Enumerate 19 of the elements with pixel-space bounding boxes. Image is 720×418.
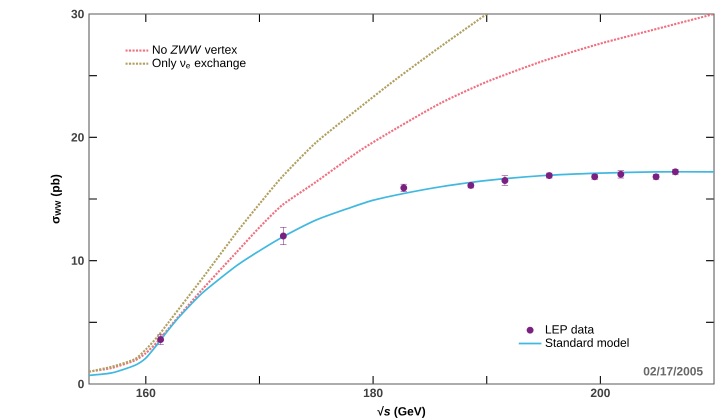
x-tick-label: 180 [364,388,383,398]
annotation: 02/17/2005 [644,366,703,376]
y-tick-label: 20 [71,133,84,142]
y-axis-title: σ$_{WW}$ (pb) [50,174,62,224]
point [501,177,508,184]
legend-label: Only ν$_{e}$ exchange [152,58,246,70]
y-tick-label: 0 [78,380,84,388]
line-series [89,14,488,373]
x-tick-label: 200 [590,388,610,398]
point [280,232,287,240]
legend-label: Standard model [546,338,629,347]
x-axis-title: √s (GeV) [377,406,426,418]
y-tick-label: 30 [71,10,84,18]
x-tick-label: 160 [136,388,156,398]
y-tick-label: 10 [72,256,84,265]
line-series [89,170,714,376]
point [157,336,164,344]
legend-label: No ZWW vertex [152,45,238,54]
legend-label: LEP data [546,324,594,334]
